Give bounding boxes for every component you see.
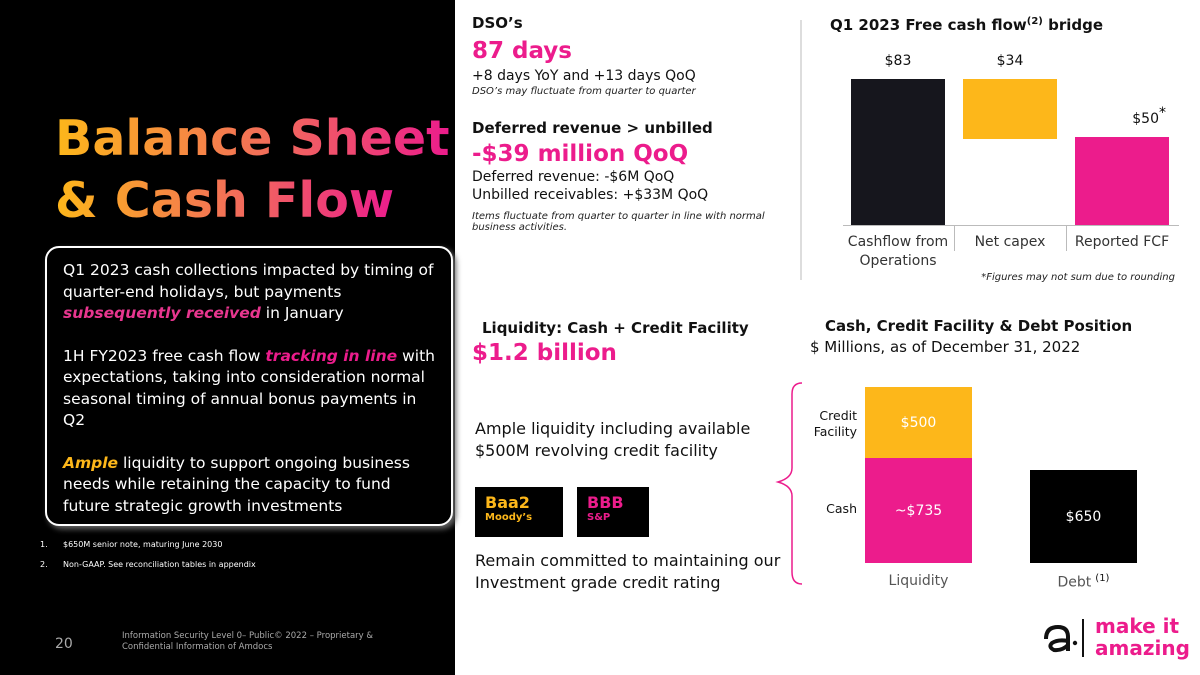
text-run: Q1 2023 cash collections impacted by tim…: [63, 261, 434, 301]
footnote-text: $650M senior note, maturing June 2030: [63, 540, 223, 549]
rating-badge: Baa2 Moody’s: [475, 487, 563, 537]
paragraph: 1H FY2023 free cash flow tracking in lin…: [63, 346, 435, 432]
paragraph: Q1 2023 cash collections impacted by tim…: [63, 260, 435, 325]
logo-divider: [1082, 619, 1084, 657]
category-note: (1): [1095, 573, 1110, 584]
bar-segment: [865, 387, 972, 459]
series-label: Credit Facility: [813, 407, 857, 439]
kpi: -$39 million QoQ: [472, 141, 689, 167]
bracket: [775, 382, 803, 585]
footnote-number: 1.: [40, 540, 48, 549]
chart-subtitle: $ Millions, as of December 31, 2022: [810, 338, 1081, 356]
text-run: liquidity to support ongoing business ne…: [63, 453, 410, 515]
text: Remain committed to maintaining our Inve…: [475, 551, 781, 592]
category: Debt: [1057, 574, 1092, 591]
paragraph: Ample liquidity to support ongoing busin…: [63, 453, 435, 518]
agency: Moody’s: [485, 512, 533, 523]
annotation: *: [1159, 105, 1166, 121]
footnote-text: Non-GAAP. See reconciliation tables in a…: [63, 560, 256, 569]
page-number: 20: [55, 636, 73, 652]
note: Items fluctuate from quarter to quarter …: [472, 211, 765, 233]
bar-segment: [1030, 470, 1137, 563]
divider: [800, 20, 802, 280]
category-separator: [1066, 225, 1067, 251]
title-line: Balance Sheet: [55, 108, 450, 170]
logo-mark: [1044, 624, 1078, 653]
heading: DSO’s: [472, 14, 523, 32]
summary-box: Q1 2023 cash collections impacted by tim…: [45, 246, 453, 526]
value-label: $50: [1132, 111, 1159, 127]
value-label: $500: [900, 414, 937, 431]
footer-info: Information Security Level 0– Public© 20…: [122, 631, 374, 652]
text: Ample liquidity including available $500…: [475, 419, 751, 460]
footnote: 1. $650M senior note, maturing June 2030: [40, 540, 256, 560]
tagline: make it amazing: [1095, 615, 1190, 659]
left-panel: [0, 0, 455, 675]
title-text: bridge: [1042, 16, 1104, 34]
footnotes: 1. $650M senior note, maturing June 2030 2…: [40, 540, 256, 580]
footnote: 2. Non-GAAP. See reconciliation tables in…: [40, 560, 256, 580]
kpi: 87 days: [472, 38, 572, 64]
text-run: with expectations, taking into considera…: [63, 346, 435, 430]
chart-title: Cash, Credit Facility & Debt Position: [825, 317, 1133, 335]
kpi: $1.2 billion: [472, 340, 617, 366]
value-label: $650: [1065, 508, 1102, 525]
x-tick-label: Net capex: [974, 234, 1046, 250]
title-superscript: (2): [1026, 16, 1043, 27]
title-text: Q1 2023 Free cash flow: [830, 16, 1027, 34]
rating: Baa2: [485, 493, 530, 512]
agency: S&P: [587, 512, 611, 523]
bar: [851, 78, 945, 225]
value-label: $83: [884, 52, 912, 69]
text-run: subsequently received: [63, 304, 261, 322]
text-run: 1H FY2023 free cash flow: [63, 346, 266, 365]
chart-title: Q1 2023 Free cash flow(2) bridge: [830, 16, 1103, 34]
text: Deferred revenue: -$6M QoQ: [472, 169, 675, 185]
x-tick-label: Debt (1): [1030, 573, 1137, 591]
title-line: & Cash Flow: [55, 170, 394, 232]
note: DSO’s may fluctuate from quarter to quar…: [472, 86, 696, 97]
series-label: Cash: [826, 500, 857, 516]
value-label: ~$735: [894, 502, 943, 519]
heading: Deferred revenue > unbilled: [472, 119, 713, 137]
footnote-number: 2.: [40, 560, 48, 569]
tagline-line: make it: [1095, 614, 1180, 638]
value-label: $34: [996, 52, 1024, 69]
axis-line: [843, 225, 1179, 226]
text: +8 days YoY and +13 days QoQ: [472, 68, 696, 84]
text-run: Ample: [63, 453, 119, 472]
x-tick-label: Liquidity: [865, 573, 972, 589]
category: Liquidity: [888, 573, 949, 589]
text-run: tracking in line: [265, 346, 398, 365]
bar: [963, 78, 1057, 139]
note: *Figures may not sum due to rounding: [981, 272, 1175, 283]
text-run: in January: [260, 304, 344, 322]
heading: Liquidity: Cash + Credit Facility: [482, 319, 749, 337]
tagline-line: amazing: [1095, 636, 1190, 660]
rating: BBB: [587, 493, 624, 512]
bar-segment: [865, 458, 972, 563]
text: Unbilled receivables: +$33M QoQ: [472, 187, 709, 203]
category-separator: [954, 225, 955, 251]
rating-badge: BBB S&P: [577, 487, 649, 537]
x-tick-label: Cashflow from Operations: [847, 234, 949, 269]
x-tick-label: Reported FCF: [1074, 234, 1170, 250]
bar: [1075, 137, 1169, 225]
section-title: Balance Sheet & Cash Flow: [55, 108, 450, 232]
